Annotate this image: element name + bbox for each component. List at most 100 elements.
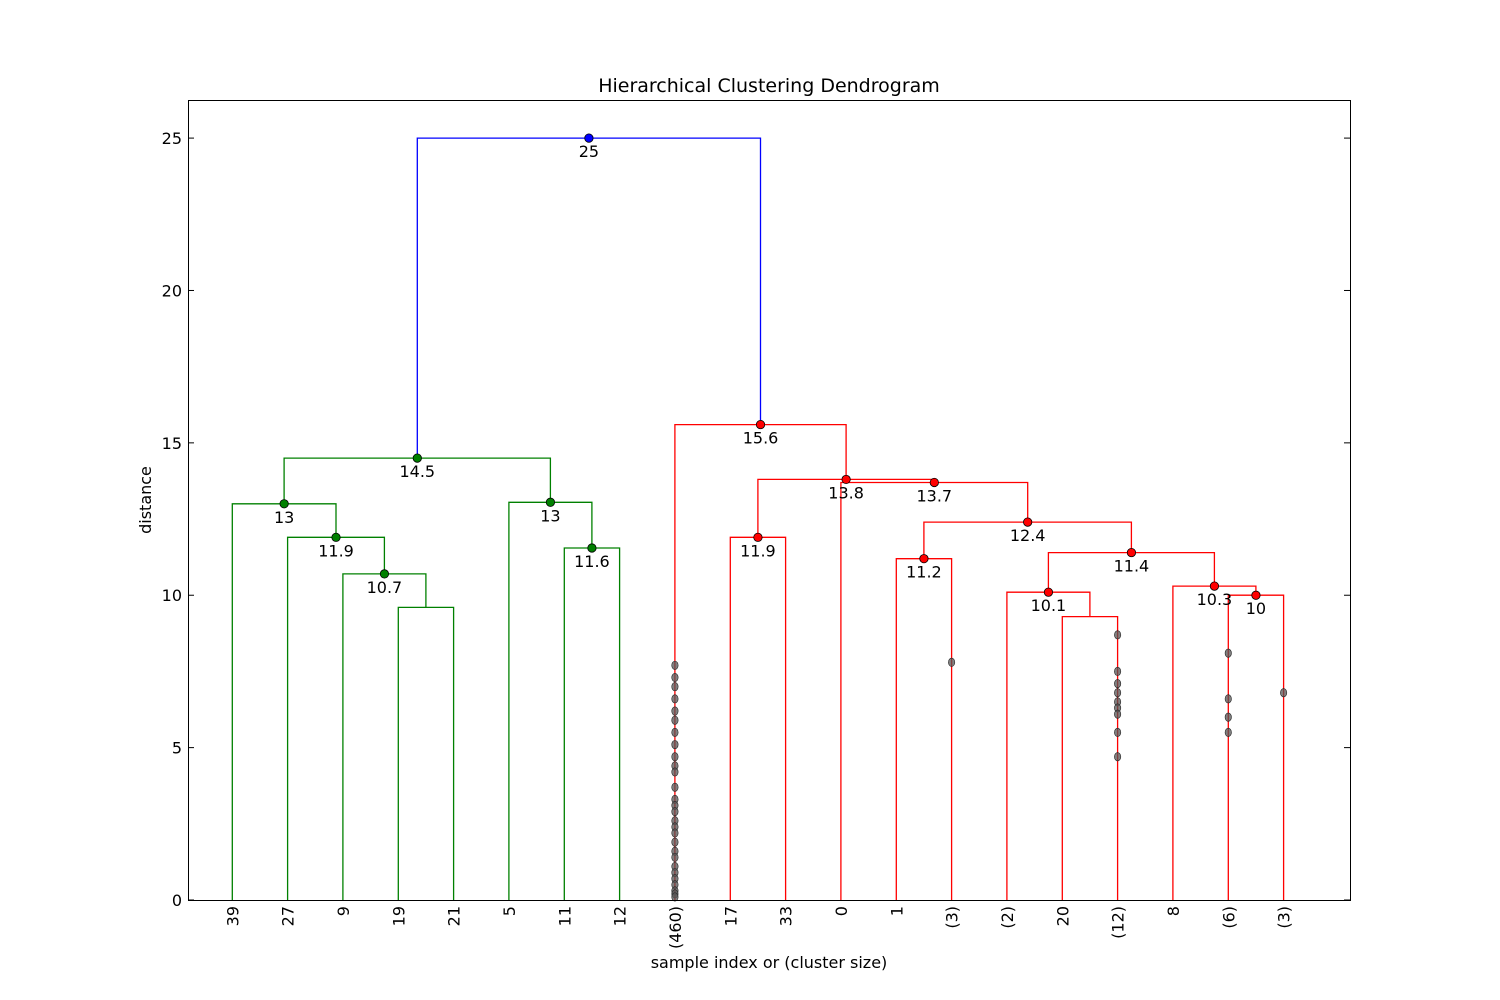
truncated-point xyxy=(671,715,679,725)
truncated-point xyxy=(1114,688,1122,698)
leaf-label: (3) xyxy=(1275,906,1294,929)
truncated-point xyxy=(671,740,679,750)
dendrogram-links xyxy=(231,137,1285,900)
leaf-label: 17 xyxy=(721,906,740,926)
leaf-label: 33 xyxy=(777,906,796,926)
dendrogram-link xyxy=(1006,591,1091,900)
merge-node xyxy=(379,569,390,579)
truncated-point xyxy=(1224,648,1232,658)
y-tick-label: 10 xyxy=(162,586,182,605)
merge-node xyxy=(587,543,597,553)
truncated-point xyxy=(671,837,679,847)
leaf-label: (6) xyxy=(1219,906,1238,929)
leaf-label: 21 xyxy=(445,906,464,926)
truncated-point xyxy=(671,892,679,902)
truncated-point xyxy=(1114,679,1122,689)
merge-height-label: 13.8 xyxy=(828,483,864,502)
merge-node xyxy=(584,133,594,143)
merge-node xyxy=(545,497,556,507)
merge-height-label: 10.1 xyxy=(1031,596,1067,615)
truncated-point xyxy=(1224,727,1232,737)
y-axis: 0 5 10 15 20 25 xyxy=(162,129,1350,910)
truncated-point xyxy=(671,673,679,683)
merge-node xyxy=(1251,590,1261,600)
merge-node xyxy=(1043,587,1054,597)
merge-height-label: 13.7 xyxy=(916,486,952,505)
truncated-point xyxy=(671,660,679,670)
truncated-point xyxy=(671,767,679,777)
y-tick-label: 5 xyxy=(172,739,182,758)
truncated-point xyxy=(1114,630,1122,640)
dendrogram-link xyxy=(416,137,762,459)
leaf-label: (3) xyxy=(943,906,962,929)
merge-node xyxy=(412,453,422,463)
truncated-point xyxy=(671,706,679,716)
merge-height-label: 10.3 xyxy=(1197,590,1233,609)
dendrogram-link xyxy=(231,503,337,900)
merge-node xyxy=(753,532,763,542)
merge-height-label: 11.2 xyxy=(906,563,942,582)
truncated-point xyxy=(671,727,679,737)
dendrogram-link xyxy=(895,558,953,900)
merge-height-label: 13 xyxy=(274,508,294,527)
leaf-label: 20 xyxy=(1053,906,1072,926)
merge-node xyxy=(919,554,929,564)
dendrogram-link xyxy=(342,573,427,900)
truncated-point xyxy=(671,852,679,862)
leaf-label: 5 xyxy=(500,906,519,916)
truncated-point xyxy=(1114,727,1122,737)
dendrogram-link xyxy=(674,423,847,900)
y-tick-label: 15 xyxy=(162,434,182,453)
y-axis-label: distance xyxy=(136,466,155,534)
merge-height-label: 12.4 xyxy=(1010,526,1046,545)
merge-node xyxy=(331,532,341,542)
merge-node xyxy=(279,499,289,509)
merge-node xyxy=(1126,547,1137,558)
leaf-label: 0 xyxy=(832,906,851,916)
truncated-point xyxy=(671,807,679,817)
y-tick-label: 20 xyxy=(162,281,182,300)
dendrogram-link xyxy=(840,481,1029,900)
truncated-point xyxy=(1280,688,1288,698)
leaf-label: 39 xyxy=(223,906,242,926)
merge-height-label: 25 xyxy=(579,142,599,161)
y-tick-label: 0 xyxy=(172,891,182,910)
merge-node xyxy=(755,419,766,430)
y-tick-label: 25 xyxy=(162,129,182,148)
truncated-points xyxy=(671,630,1288,902)
merge-height-label: 11.4 xyxy=(1114,557,1150,576)
leaf-label: (2) xyxy=(998,906,1017,929)
leaf-label: 11 xyxy=(555,906,574,926)
truncated-point xyxy=(671,782,679,792)
x-axis: 39 27 9 19 21 5 11 12 (460) 17 33 0 1 (3) (2) 20 (12) 8 (6… xyxy=(223,906,1293,949)
merge-height-label: 13 xyxy=(540,506,560,525)
merge-height-label: 14.5 xyxy=(399,462,435,481)
leaf-label: 9 xyxy=(334,906,353,916)
merge-height-label: 10 xyxy=(1246,599,1266,618)
truncated-point xyxy=(671,752,679,762)
merge-height-label: 15.6 xyxy=(743,429,779,448)
leaf-label: 1 xyxy=(887,906,906,916)
leaf-label: 12 xyxy=(611,906,630,926)
merge-node xyxy=(841,474,851,485)
leaf-label: 19 xyxy=(389,906,408,926)
merge-height-label: 11.9 xyxy=(318,541,354,560)
leaf-label: 27 xyxy=(279,906,298,926)
truncated-point xyxy=(671,682,679,692)
truncated-point xyxy=(671,828,679,838)
dendrogram-link xyxy=(729,536,787,900)
dendrogram-link xyxy=(1061,615,1119,900)
truncated-point xyxy=(671,694,679,704)
merge-height-label: 11.9 xyxy=(740,541,776,560)
merge-node xyxy=(929,477,939,488)
merge-height-label: 10.7 xyxy=(367,578,403,597)
truncated-point xyxy=(1224,694,1232,704)
merge-node xyxy=(1023,517,1033,527)
leaf-label: (12) xyxy=(1109,906,1128,939)
truncated-point xyxy=(1114,752,1122,762)
x-axis-label: sample index or (cluster size) xyxy=(651,953,888,972)
merge-nodes: 10.7 11.9 13 11.6 13 14.5 11.9 11.2 10.1 10 10.3 11… xyxy=(274,133,1266,618)
truncated-point xyxy=(1224,712,1232,722)
truncated-point xyxy=(948,657,956,667)
